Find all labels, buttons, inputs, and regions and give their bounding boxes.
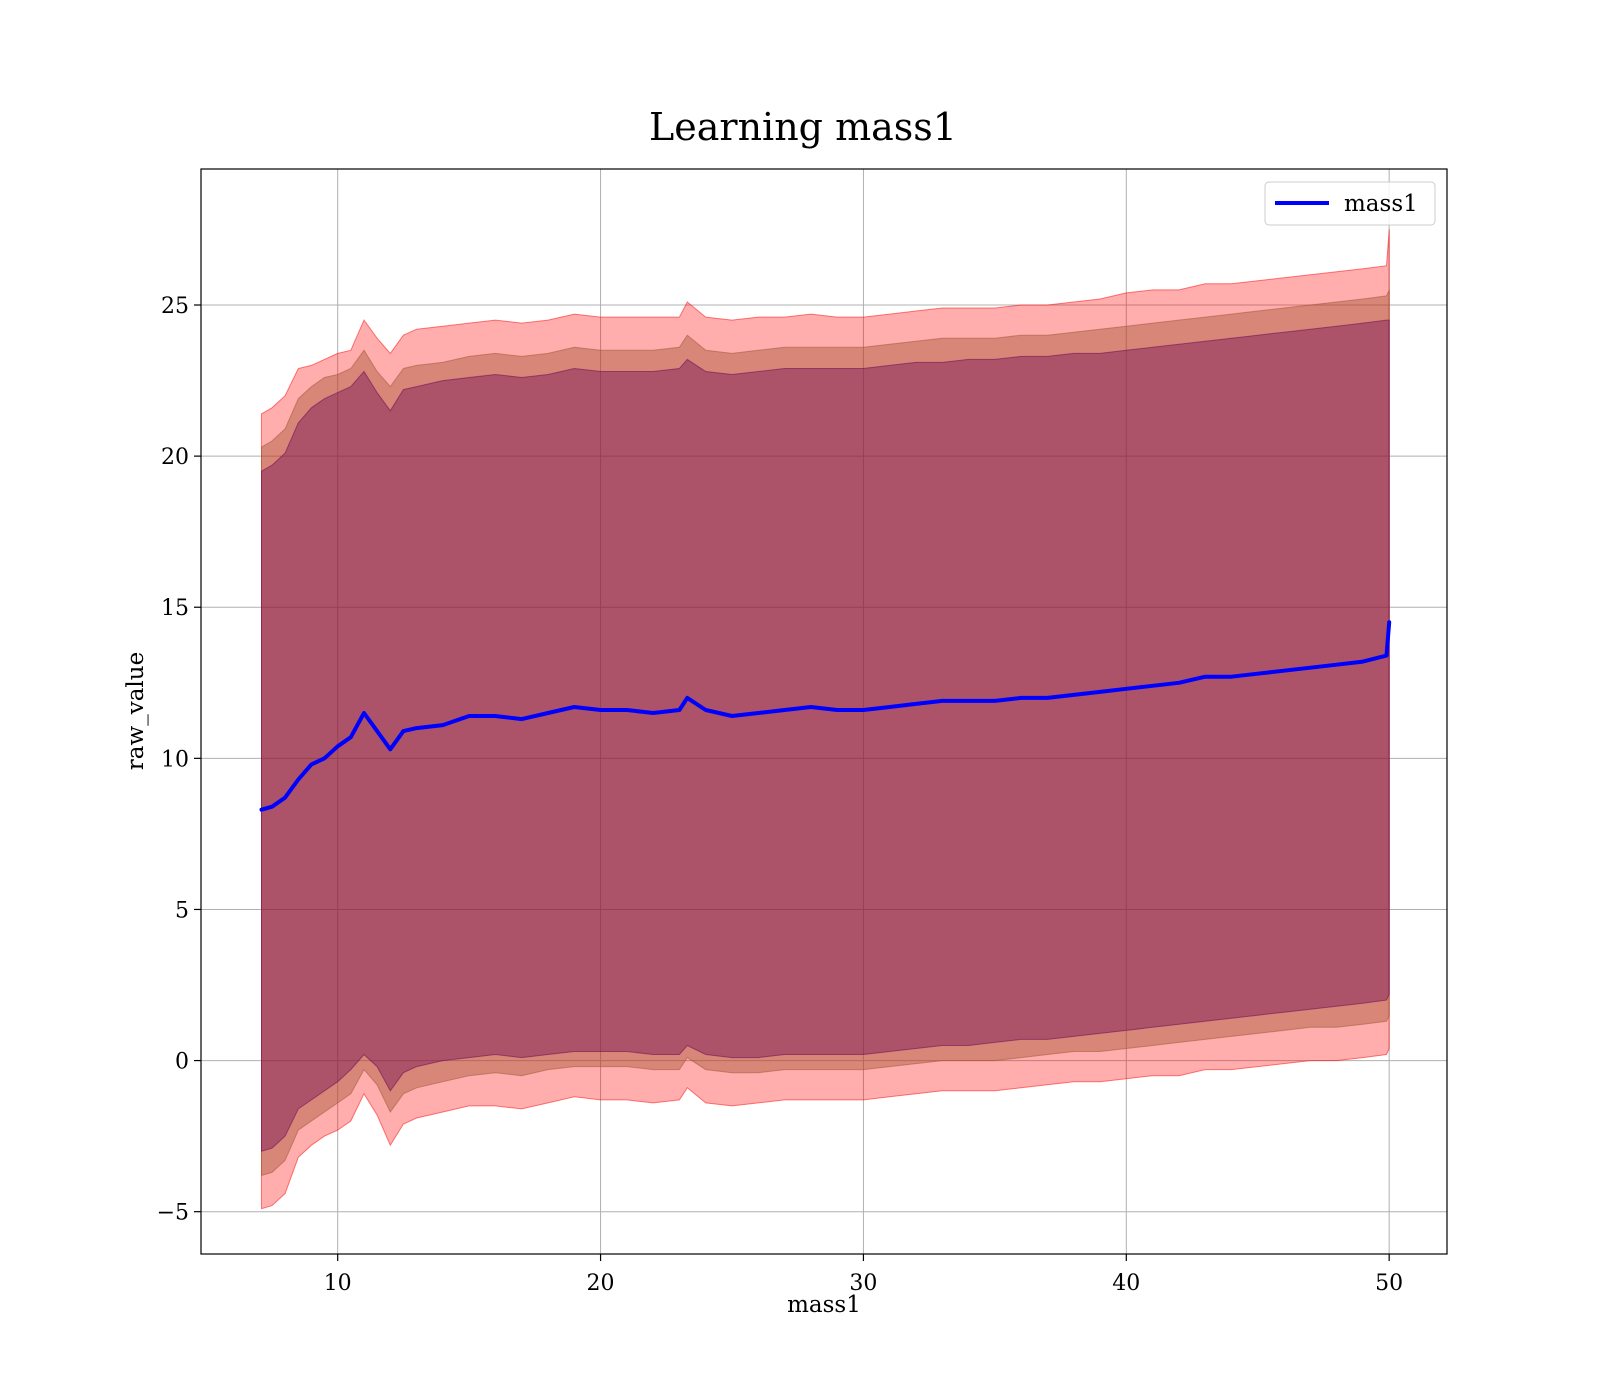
x-tick-label: 40 (1112, 1271, 1140, 1296)
series-line-mass1 (259, 620, 1392, 812)
y-axis-label: raw_value (123, 652, 149, 770)
y-tick-label: 10 (161, 747, 189, 772)
legend-box (1264, 181, 1436, 226)
axis-ticks: 10 20 30 40 50 −5 0 5 10 15 20 25 (157, 294, 1404, 1296)
y-tick-label: 5 (175, 898, 189, 923)
y-tick-label: −5 (157, 1201, 189, 1226)
y-tick-label: 0 (175, 1050, 189, 1075)
series-lines (259, 620, 1392, 812)
y-tick-label: 25 (161, 294, 189, 319)
legend-label: mass1 (1344, 191, 1418, 217)
y-tick-label: 15 (161, 596, 189, 621)
x-tick-label: 10 (324, 1271, 352, 1296)
y-tick-label: 20 (161, 445, 189, 470)
chart-title: Learning mass1 (649, 105, 957, 149)
x-axis-label: mass1 (787, 1292, 861, 1318)
legend: mass1 (1264, 181, 1436, 226)
confidence-bands (261, 229, 1390, 1210)
confidence-band (261, 319, 1390, 1152)
confidence-band (261, 289, 1390, 1177)
x-tick-label: 30 (849, 1271, 877, 1296)
confidence-band (261, 229, 1390, 1210)
x-tick-label: 50 (1375, 1271, 1403, 1296)
plot-area-frame (200, 168, 1448, 1255)
x-tick-label: 20 (587, 1271, 615, 1296)
